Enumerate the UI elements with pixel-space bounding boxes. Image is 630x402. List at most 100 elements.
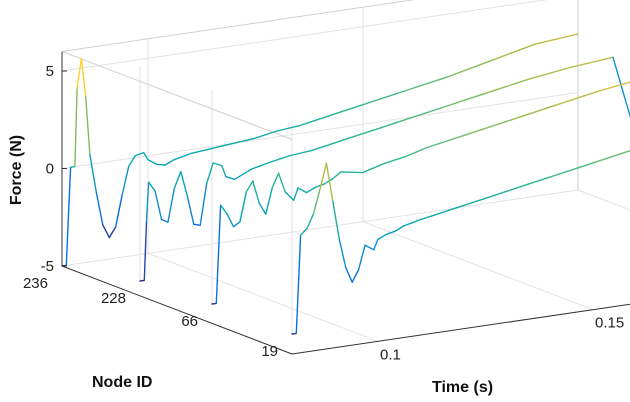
time-tick-label: 0.15 (595, 315, 624, 332)
series-segment (319, 110, 343, 120)
series-66 (211, 81, 630, 305)
series-segment (403, 221, 414, 227)
series-segment (420, 211, 444, 221)
series-segment (277, 172, 286, 193)
series-segment (259, 161, 270, 167)
series-segment (340, 171, 364, 174)
series-segment (512, 104, 557, 121)
series-segment (394, 225, 405, 232)
series-segment (284, 191, 295, 202)
series-segment (441, 204, 465, 214)
series-segment (211, 302, 218, 305)
axes-box (61, 0, 630, 355)
series-segment (258, 202, 267, 215)
series-segment (233, 173, 244, 181)
series-segment (114, 193, 123, 228)
series-segment (569, 56, 614, 69)
node-tick-label: 19 (261, 343, 278, 360)
series-segment (289, 149, 313, 157)
series-segment (220, 164, 227, 178)
series-segment (312, 188, 321, 215)
z-gridline (61, 0, 548, 72)
series-segment (251, 165, 262, 170)
series-segment (173, 155, 184, 161)
series-segment (411, 218, 422, 224)
grid (61, 0, 630, 342)
z-tick-label: 0 (46, 161, 54, 178)
series-segment (364, 244, 375, 251)
series-segment (598, 81, 630, 92)
box-top-edge (61, 51, 293, 140)
series-segment (143, 220, 148, 282)
series-segment (95, 191, 104, 226)
series-segment (325, 162, 334, 202)
series-segment (199, 182, 208, 227)
series-segment (447, 132, 471, 142)
series-segment (139, 279, 146, 282)
series-segment (155, 163, 166, 166)
y-axis-label: Node ID (92, 374, 152, 391)
series-segment (357, 244, 366, 271)
series-19 (291, 150, 630, 335)
series-segment (205, 162, 214, 185)
series-group (61, 33, 630, 335)
series-segment (385, 230, 396, 236)
series-segment (173, 170, 182, 189)
z-tick-label: -5 (41, 258, 54, 275)
series-segment (469, 118, 514, 135)
series-segment (265, 187, 273, 215)
series-segment (147, 158, 158, 166)
series-segment (180, 170, 189, 197)
series-segment (252, 180, 260, 205)
z-gridline (61, 92, 579, 169)
series-segment (127, 155, 136, 168)
series-segment (154, 190, 163, 221)
series-segment (276, 125, 300, 132)
series-segment (332, 200, 340, 241)
series-segment (142, 151, 149, 161)
node-tick-label: 228 (101, 290, 126, 307)
series-segment (160, 218, 169, 224)
series-segment (233, 137, 257, 144)
series-228 (139, 56, 630, 282)
series-segment (555, 90, 600, 106)
series-segment (375, 121, 399, 130)
series-segment (108, 226, 117, 239)
z-axis-label: Force (N) (8, 135, 25, 205)
series-segment (245, 180, 254, 193)
series-segment (377, 233, 388, 241)
series-segment (534, 33, 579, 45)
series-segment (232, 221, 241, 228)
series-segment (338, 238, 347, 269)
series-segment (306, 213, 315, 230)
series-segment (121, 165, 130, 196)
series-segment (448, 59, 493, 78)
time-tick-label: 0.1 (380, 346, 401, 363)
series-segment (254, 130, 278, 139)
series-segment (323, 178, 334, 185)
series-segment (299, 227, 308, 236)
series-segment (361, 162, 385, 174)
series-segment (134, 151, 145, 157)
series-segment (319, 162, 328, 191)
x-axis-label: Time (s) (432, 379, 493, 396)
z-tick-label: 5 (46, 63, 54, 80)
series-segment (102, 224, 111, 239)
time-gridline-floor (577, 189, 630, 211)
series-segment (268, 154, 292, 164)
series-segment (463, 197, 487, 207)
series-segment (186, 195, 195, 226)
series-segment (80, 57, 87, 98)
series-segment (74, 87, 78, 168)
series-segment (340, 103, 364, 113)
series-segment (242, 168, 253, 175)
series-segment (612, 56, 630, 119)
series-segment (305, 186, 316, 194)
series-segment (84, 96, 91, 156)
series-segment (193, 223, 201, 227)
series-segment (164, 159, 175, 166)
series-segment (225, 175, 236, 181)
series-segment (293, 187, 299, 202)
